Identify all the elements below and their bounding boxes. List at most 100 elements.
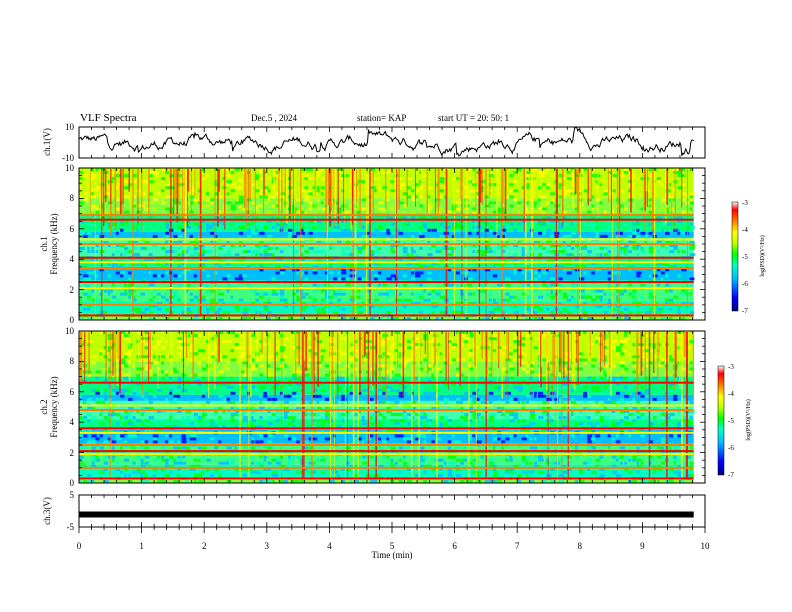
spectrogram-cell	[292, 425, 297, 429]
spectrogram-cell	[329, 301, 333, 305]
spectrogram-cell	[259, 295, 264, 299]
spectrogram-cell	[681, 301, 685, 305]
spectrogram-cell	[263, 434, 269, 438]
spectrogram-cell	[91, 219, 97, 223]
spectrogram-cell	[558, 289, 562, 293]
spectrogram-cell	[242, 225, 246, 229]
spectrogram-cell	[513, 186, 518, 190]
spectrogram-cell	[242, 407, 248, 410]
spectrogram-cell	[242, 419, 248, 423]
spectrogram-cell	[488, 379, 493, 383]
spectrogram-cell	[378, 304, 381, 308]
spectrogram-cell	[685, 304, 689, 308]
spectrogram-cell	[271, 225, 277, 229]
spectrogram-cell	[189, 437, 196, 441]
spectrogram-cell	[497, 283, 503, 287]
spectrogram-cell	[611, 210, 615, 214]
spectrogram-cell	[521, 470, 526, 474]
spectrogram-cell	[349, 295, 354, 299]
spectrogram-cell	[169, 289, 175, 293]
spectrogram-cell	[538, 358, 543, 362]
ch1-colorbar-gradient	[731, 201, 739, 312]
spectrogram-cell	[374, 204, 378, 208]
spectrogram-cell	[689, 283, 694, 287]
spectrogram-cell	[513, 174, 516, 178]
spectrogram-cell	[546, 168, 550, 171]
spectrogram-cell	[312, 352, 318, 356]
spectrogram-cell	[247, 265, 253, 269]
spectrogram-cell	[529, 437, 533, 441]
spectrogram-cell	[140, 422, 144, 426]
spectrogram-cell	[472, 343, 476, 347]
spectrogram-cell	[431, 407, 437, 410]
spectrogram-cell	[251, 225, 255, 229]
spectrogram-cell	[484, 225, 489, 229]
spectrogram-cell	[214, 195, 219, 199]
spectrogram-cell	[398, 259, 405, 263]
spectrogram-cell	[550, 171, 555, 174]
spectrogram-cell	[107, 410, 111, 413]
spectrogram-cell	[193, 250, 197, 254]
spectrogram-cell	[423, 440, 427, 444]
spectrogram-cell	[308, 400, 312, 404]
spectrogram-cell	[566, 171, 571, 174]
spectrogram-cell	[218, 253, 221, 257]
spectrogram-cell	[370, 434, 374, 438]
spectrogram-cell	[156, 346, 161, 350]
spectrogram-cell	[136, 370, 141, 374]
spectrogram-cell	[427, 271, 432, 275]
spectrogram-cell	[144, 265, 148, 269]
spectrogram-cell	[341, 253, 345, 257]
spectrogram-cell	[374, 250, 380, 254]
spectrogram-cell	[308, 367, 312, 371]
spectrogram-cell	[144, 241, 150, 244]
spectrogram-cell	[456, 207, 462, 211]
spectrogram-cell	[566, 204, 570, 208]
spectrogram-cell	[275, 219, 282, 223]
spectrogram-cell	[488, 391, 494, 395]
spectrogram-cell	[406, 268, 413, 272]
spectrogram-cell	[562, 259, 566, 263]
spectrogram-cell	[275, 461, 281, 465]
spectrogram-cell	[378, 422, 383, 426]
spectrogram-cell	[538, 274, 542, 278]
spectrogram-cell	[115, 434, 122, 438]
spectrogram-cell	[148, 376, 153, 380]
spec1-ytick-6: 6	[70, 224, 75, 234]
spectrogram-cell	[636, 177, 640, 181]
spectrogram-cell	[177, 352, 182, 356]
spectrogram-cell	[406, 358, 412, 362]
spectrogram-cell	[320, 241, 326, 244]
spectrogram-cell	[689, 277, 695, 281]
spectrogram-cell	[419, 367, 425, 371]
spectrogram-cell	[103, 310, 108, 314]
spectrogram-cell	[411, 352, 416, 356]
spectrogram-cell	[460, 416, 465, 420]
spectrogram-cell	[316, 204, 320, 208]
spectrogram-cell	[517, 473, 523, 477]
spectrogram-cell	[492, 337, 498, 341]
spectrogram-cell	[128, 331, 134, 334]
spectrogram-cell	[169, 464, 174, 468]
spectrogram-cell	[103, 298, 110, 302]
spectrogram-cell	[132, 174, 137, 178]
spectrogram-cell	[513, 198, 518, 202]
spectrogram-cell	[443, 379, 447, 383]
spectrogram-cell	[570, 283, 576, 287]
spectrogram-cell	[312, 250, 317, 254]
spectrogram-cell	[173, 400, 178, 404]
spectrogram-cell	[382, 416, 387, 420]
spectrogram-cell	[169, 391, 173, 395]
spectrogram-cell	[533, 283, 538, 287]
spectrogram-cell	[378, 391, 383, 395]
spectrogram-cell	[111, 171, 117, 174]
spectrogram-cell	[501, 391, 507, 395]
spectrogram-cell	[505, 458, 509, 462]
spectrogram-cell	[505, 317, 510, 320]
spectrogram-cell	[115, 174, 122, 178]
spectrogram-cell	[320, 277, 327, 281]
spectrogram-cell	[275, 352, 279, 356]
spectrogram-cell	[579, 198, 585, 202]
spectrogram-cell	[546, 183, 551, 187]
spectrogram-cell	[234, 407, 239, 410]
